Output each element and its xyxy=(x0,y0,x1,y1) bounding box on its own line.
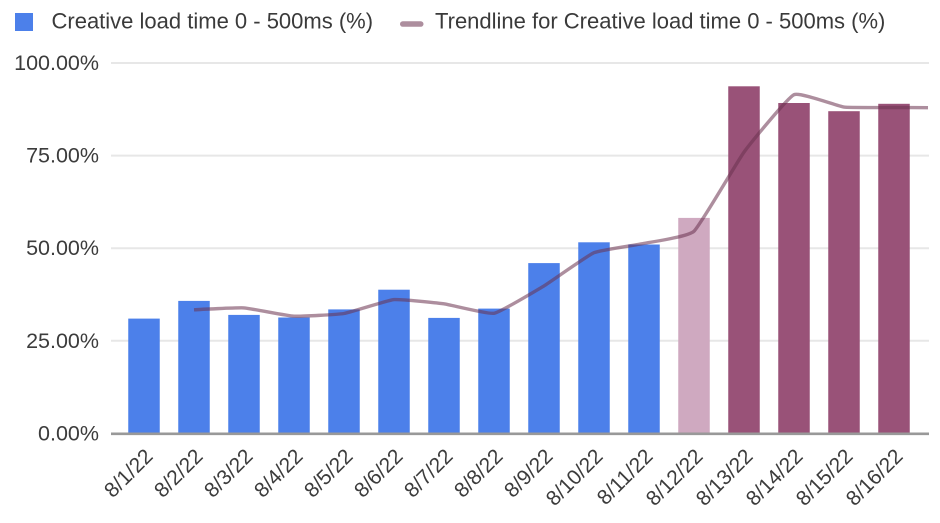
svg-text:50.00%: 50.00% xyxy=(26,236,99,260)
svg-text:75.00%: 75.00% xyxy=(26,144,99,168)
svg-text:100.00%: 100.00% xyxy=(14,51,99,75)
svg-text:25.00%: 25.00% xyxy=(26,329,99,353)
svg-text:0.00%: 0.00% xyxy=(38,421,99,445)
svg-text:Trendline for Creative load ti: Trendline for Creative load time 0 - 500… xyxy=(435,9,885,34)
svg-text:Creative load time 0 - 500ms (: Creative load time 0 - 500ms (%) xyxy=(52,9,374,34)
